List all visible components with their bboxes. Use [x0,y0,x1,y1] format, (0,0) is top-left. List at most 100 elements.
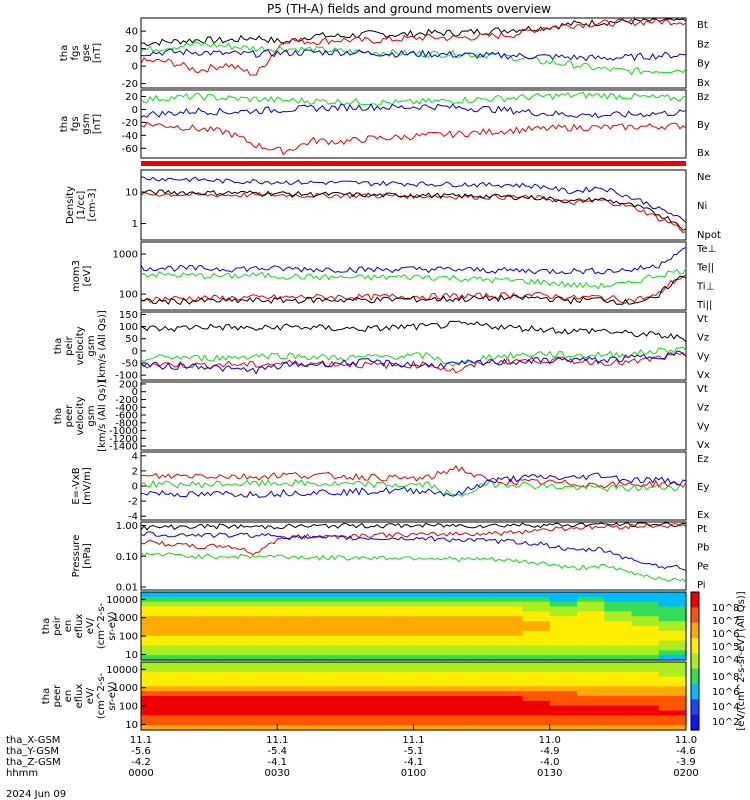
heatmap-cell [386,635,415,642]
legend-Bz: Bz [697,39,709,50]
heatmap-cell [168,626,197,632]
legend-Ni: Ni [697,201,707,212]
colorbar-tick-label: 10^8 [712,672,739,683]
ylabel-line: [1/cc] [76,191,87,220]
heatmap-cell [631,626,660,632]
heatmap-cell [195,671,224,678]
heatmap-cell [549,691,578,697]
heatmap-cell [604,720,633,726]
heatmap-cell [277,645,306,651]
heatmap-cell [468,671,496,678]
ytick-label: -20 [122,79,138,90]
heatmap-cell [577,666,605,673]
heatmap-cell [440,671,469,678]
heatmap-cell [331,700,360,707]
heatmap-cell [577,715,605,721]
heatmap-cell [141,621,169,627]
heatmap-cell [549,596,578,603]
xaxis-value: -4.6 [676,746,696,757]
heatmap-cell [168,725,197,731]
heatmap-cell [522,626,551,632]
ytick-label: 10000 [106,595,138,606]
heatmap-cell [386,616,415,622]
heatmap-cell [168,710,197,717]
panel-10: tha peer en eflux eV/(cm^2-s-sr-eV) 10000 1000… [41,661,687,731]
panel-2: tha fgs gsm [nT] 20 0 -20 -40 -60 Bz By Bx [59,89,710,159]
heatmap-cell [141,606,169,613]
series-Ey-line [140,479,687,498]
heatmap-cell [168,700,197,707]
heatmap-cell [359,681,387,687]
heatmap-cell [222,681,251,687]
heatmap-cell [413,725,442,731]
colorbar-tick-label: 10^8 [712,603,739,614]
heatmap-cell [304,650,333,656]
heatmap-cell [495,655,524,661]
heatmap-cell [304,671,333,678]
panel-8: Pressure [nPa] 1.00 0.10 0.01 Pt Pb Pe Pi [71,521,709,594]
panel-frame [140,521,687,591]
ytick-label: -600 [115,411,138,422]
heatmap-cell [577,616,605,622]
heatmap-cell [168,720,197,726]
heatmap-cell [304,710,333,717]
heatmap-cell [495,676,524,683]
series-Bz-line [140,18,687,76]
heatmap-cell [549,681,578,687]
heatmap-cell [250,626,278,632]
heatmap-cell [413,710,442,717]
heatmap-cell [577,671,605,678]
heatmap-cell [277,650,306,656]
ylabel-line: tha [53,338,64,354]
series-Vx-line [140,350,687,375]
heatmap-cell [440,645,469,651]
heatmap-cell [522,696,551,702]
heatmap-cell [195,606,224,613]
heatmap-cell [386,650,415,656]
heatmap-cell [577,650,605,656]
heatmap-cell [141,681,169,687]
heatmap-cell [413,601,442,608]
heatmap-cell [331,666,360,673]
heatmap-cell [522,621,551,627]
ylabel-line: (cm^2-s- [96,602,107,649]
heatmap-cell [141,635,169,642]
heatmap-cell [277,655,306,661]
heatmap-cell [549,720,578,726]
heatmap-cell [359,705,387,712]
ylabel-line: Pressure [71,535,82,578]
ytick-label: 0 [132,105,138,116]
heatmap-cell [359,662,387,668]
ylabel-line: [mV/m] [82,467,93,505]
ylabel-line: eflux [74,614,85,639]
heatmap-cell [195,725,224,731]
heatmap-cell [522,700,551,707]
heatmap-cell [195,676,224,683]
heatmap-cell [195,700,224,707]
ylabel-line: mom3 [71,260,82,292]
heatmap-cell [549,626,578,632]
heatmap-cell [168,662,197,668]
ylabel-line: E=-VxB [71,467,82,504]
heatmap-cell [549,710,578,717]
panel-7: E=-VxB [mV/m] 4 2 0 -2 -4 Ez Ey Ex [71,451,709,522]
legend-Npot: Npot [697,230,721,241]
heatmap-cell [522,671,551,678]
heatmap-cell [604,645,633,651]
ytick-label: 10 [125,720,138,731]
heatmap-cell [495,715,524,721]
heatmap-cell [359,720,387,726]
colorbar-tick-label: 10^5 [712,642,739,653]
heatmap-cell [250,696,278,702]
heatmap-cell [250,645,278,651]
heatmap-cell [495,635,524,642]
heatmap-cell [277,681,306,687]
heatmap-cell [631,662,660,668]
colorbar-segment [691,638,699,654]
heatmap-cell [604,621,633,627]
ytick-label: 100 [119,290,138,301]
panel-frame [140,241,687,311]
heatmap-cell [250,635,278,642]
heatmap-cell [304,662,333,668]
heatmap-cell [141,592,169,598]
